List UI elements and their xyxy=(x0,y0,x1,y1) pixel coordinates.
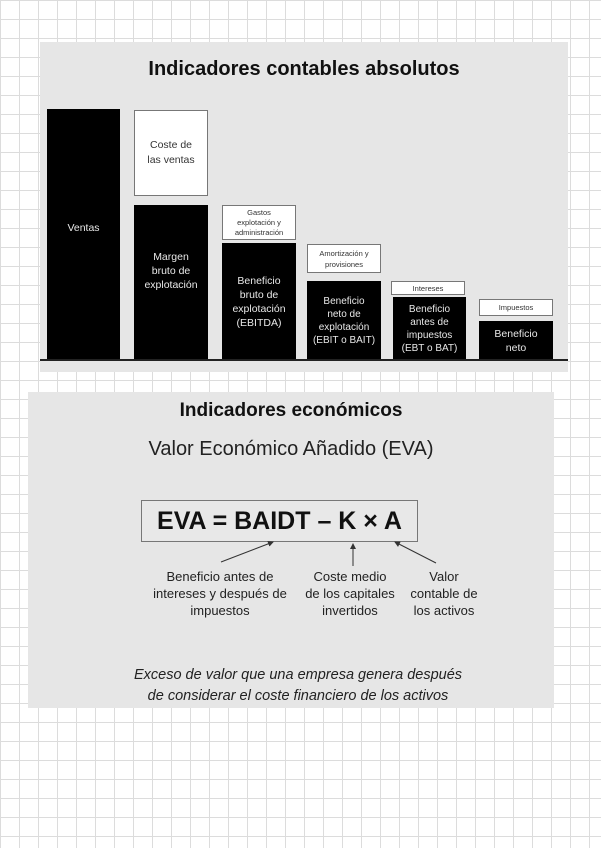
bar-ebit: Beneficio neto de explotación (EBIT o BA… xyxy=(307,281,381,360)
term-a: Valor contable de los activos xyxy=(410,569,478,618)
accounting-panel: Indicadores contables absolutos xyxy=(40,42,568,372)
eva-formula: EVA = BAIDT – K × A xyxy=(157,506,402,535)
term-k: Coste medio de los capitales invertidos xyxy=(305,569,395,618)
arrow-baidt xyxy=(220,540,274,563)
eva-caption: Exceso de valor que una empresa genera d… xyxy=(133,667,463,704)
baseline xyxy=(40,359,568,361)
box-intereses: Intereses xyxy=(391,281,465,295)
box-gastos: Gastos explotación y administración xyxy=(222,205,296,240)
box-coste-ventas: Coste de las ventas xyxy=(134,110,208,196)
accounting-title: Indicadores contables absolutos xyxy=(148,58,460,80)
term-baidt: Beneficio antes de intereses y después d… xyxy=(153,569,287,618)
eva-subtitle: Valor Económico Añadido (EVA) xyxy=(148,438,434,460)
bar-beneficio-neto: Beneficio neto xyxy=(479,321,553,360)
bar-margen-bruto: Margen bruto de explotación xyxy=(134,205,208,360)
economic-panel: Indicadores económicos Valor Económico A… xyxy=(28,392,554,708)
arrow-a xyxy=(394,541,437,564)
eva-formula-box: EVA = BAIDT – K × A xyxy=(141,500,418,542)
bar-ebt: Beneficio antes de impuestos (EBT o BAT) xyxy=(393,297,466,360)
box-amortizacion: Amortización y provisiones xyxy=(307,244,381,273)
bar-ebitda: Beneficio bruto de explotación (EBITDA) xyxy=(222,243,296,360)
bar-ventas: Ventas xyxy=(47,109,120,360)
box-impuestos: Impuestos xyxy=(479,299,553,316)
economic-title: Indicadores económicos xyxy=(179,400,403,421)
